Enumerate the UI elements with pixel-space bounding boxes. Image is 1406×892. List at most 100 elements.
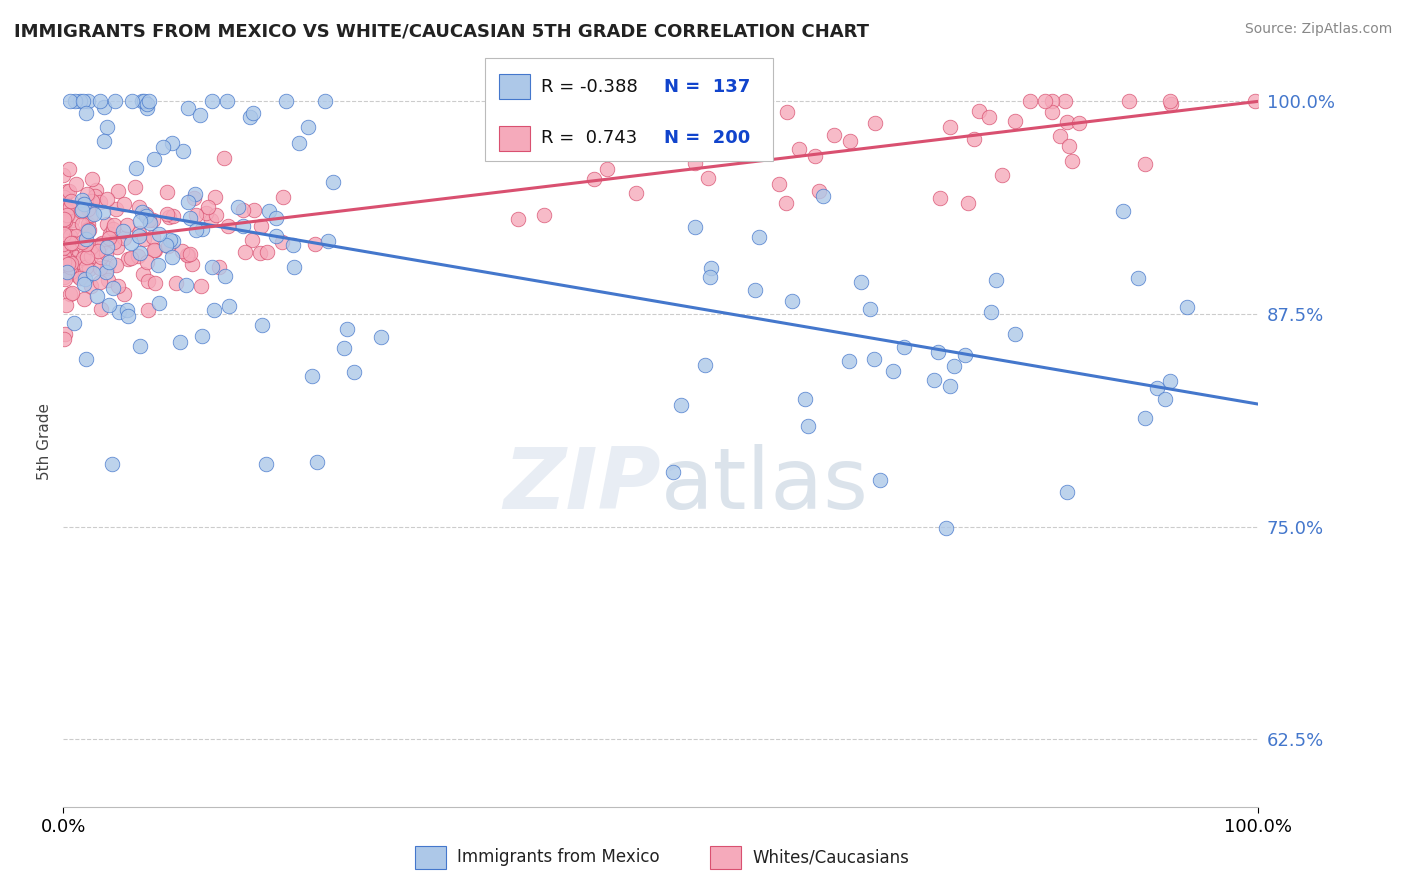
Point xyxy=(1128,270,1150,285)
Point xyxy=(1056,484,1078,499)
Point xyxy=(188,108,211,122)
Point xyxy=(75,232,97,246)
Point xyxy=(146,258,169,272)
Point xyxy=(243,203,266,218)
Point xyxy=(208,260,231,274)
Point xyxy=(143,277,166,291)
Point xyxy=(823,128,845,142)
Point xyxy=(142,152,165,166)
Point xyxy=(117,252,139,267)
Text: atlas: atlas xyxy=(661,444,869,527)
Point xyxy=(935,521,957,535)
Point xyxy=(105,240,128,254)
Point xyxy=(1133,157,1156,171)
Point xyxy=(259,204,281,219)
Point xyxy=(305,455,328,469)
Point xyxy=(1118,95,1140,109)
Point xyxy=(60,248,83,262)
Point xyxy=(226,200,249,214)
Point xyxy=(197,201,219,215)
Point xyxy=(76,221,98,235)
Point xyxy=(58,184,80,198)
Point xyxy=(160,136,183,150)
Point xyxy=(128,226,150,240)
Point xyxy=(76,223,98,237)
Text: Source: ZipAtlas.com: Source: ZipAtlas.com xyxy=(1244,22,1392,37)
Point xyxy=(1040,95,1063,109)
Point xyxy=(232,203,254,218)
Text: ZIP: ZIP xyxy=(503,444,661,527)
Text: N =  137: N = 137 xyxy=(664,78,749,95)
Point xyxy=(195,206,218,220)
Point xyxy=(75,105,97,120)
Point xyxy=(669,398,692,412)
Point xyxy=(52,332,75,346)
Point xyxy=(132,95,155,109)
Point xyxy=(98,227,121,241)
Point xyxy=(849,275,872,289)
Point xyxy=(112,287,135,301)
Point xyxy=(789,142,811,156)
Point xyxy=(685,155,707,169)
Point xyxy=(893,340,915,354)
Point xyxy=(179,246,201,260)
Point xyxy=(52,258,75,272)
Point xyxy=(131,95,153,109)
Point xyxy=(132,268,155,282)
Point xyxy=(86,244,108,258)
Point xyxy=(76,202,98,217)
Point xyxy=(59,229,82,244)
Point xyxy=(838,135,860,149)
Point xyxy=(125,161,148,175)
Point xyxy=(53,269,76,284)
Point xyxy=(96,261,118,276)
Point xyxy=(53,244,76,259)
Point xyxy=(201,95,224,109)
Point xyxy=(72,252,94,266)
Point xyxy=(77,217,100,231)
Point xyxy=(59,236,82,251)
Point xyxy=(155,207,177,221)
Point xyxy=(77,224,100,238)
Point xyxy=(56,208,79,222)
Point xyxy=(134,232,156,246)
Point xyxy=(52,260,75,275)
Point xyxy=(83,207,105,221)
Text: N =  200: N = 200 xyxy=(664,129,749,147)
Point xyxy=(65,177,87,191)
Point xyxy=(179,211,201,225)
Point xyxy=(136,97,159,112)
Point xyxy=(73,246,96,260)
Point xyxy=(202,302,225,317)
Point xyxy=(963,132,986,146)
Point xyxy=(148,296,170,310)
Point xyxy=(240,233,263,247)
Point xyxy=(80,208,103,222)
Point xyxy=(63,316,86,330)
Point xyxy=(101,222,124,236)
Point xyxy=(52,215,75,229)
Point xyxy=(232,219,254,234)
Point xyxy=(72,235,94,249)
Point xyxy=(156,185,179,199)
Point xyxy=(242,105,264,120)
Point xyxy=(52,211,75,226)
Point xyxy=(596,161,619,176)
Point xyxy=(169,335,191,350)
Point xyxy=(70,204,93,219)
Point xyxy=(170,244,193,258)
Point xyxy=(94,246,117,260)
Point xyxy=(1056,115,1078,129)
Point xyxy=(77,261,100,276)
Point xyxy=(89,95,111,109)
Point xyxy=(661,465,683,479)
Point xyxy=(86,289,108,303)
Point xyxy=(204,190,226,204)
Point xyxy=(218,299,240,313)
Point xyxy=(155,238,177,252)
Point xyxy=(73,277,96,291)
Point xyxy=(271,190,294,204)
Point xyxy=(53,187,76,202)
Point xyxy=(191,221,214,235)
Point xyxy=(780,293,803,308)
